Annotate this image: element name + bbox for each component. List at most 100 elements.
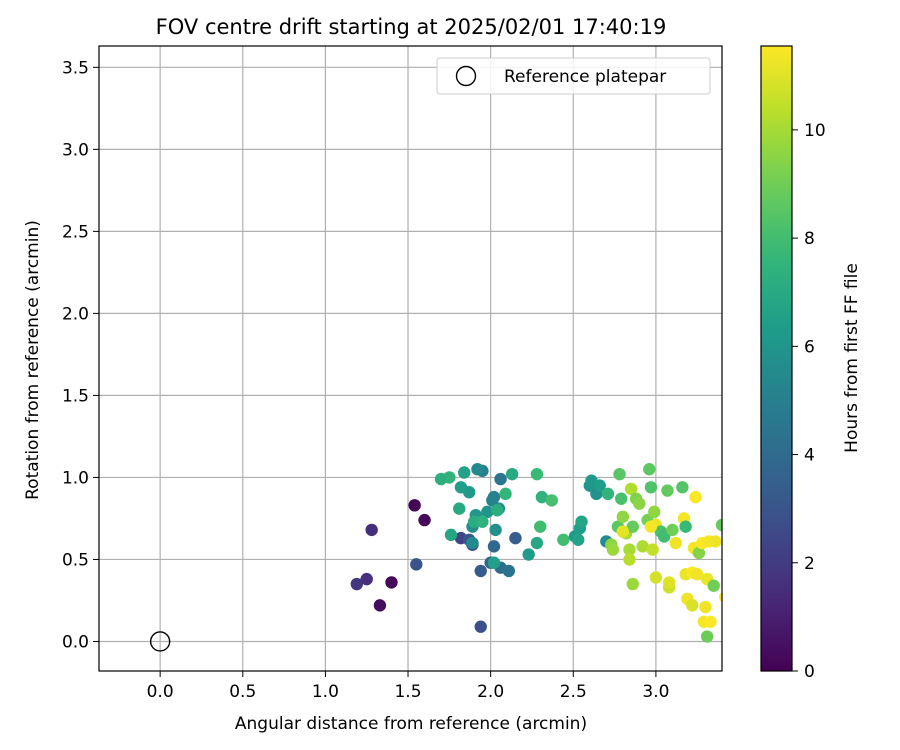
data-point [545, 494, 558, 507]
data-point [616, 510, 630, 524]
data-point [350, 577, 363, 591]
data-point [614, 492, 628, 505]
data-point [699, 600, 712, 614]
data-point [360, 572, 373, 586]
x-tick-label: 3.0 [642, 682, 669, 702]
data-point [606, 543, 620, 556]
data-point [719, 591, 722, 603]
data-point [623, 543, 636, 556]
data-point [373, 599, 387, 612]
y-tick-label: 0.0 [62, 632, 89, 652]
data-point [624, 482, 638, 496]
y-tick-label: 1.5 [62, 386, 89, 406]
x-tick-label: 1.0 [312, 682, 339, 702]
data-point [626, 577, 639, 591]
data-point [646, 543, 659, 556]
colorbar-gradient [760, 45, 793, 672]
data-point [454, 481, 468, 494]
data-point [633, 497, 646, 510]
scatter-points [149, 463, 722, 652]
data-point [676, 481, 689, 494]
data-point [709, 535, 722, 548]
data-point [476, 515, 489, 528]
data-point [385, 576, 398, 589]
data-point [466, 536, 479, 550]
data-point [474, 620, 487, 633]
legend-box [436, 57, 711, 95]
y-tick-label: 3.5 [62, 58, 89, 78]
legend-reference-marker [455, 65, 477, 87]
data-point [686, 599, 699, 612]
colorbar-tick-label: 4 [804, 446, 815, 466]
data-point [408, 499, 421, 512]
data-point [657, 530, 671, 543]
y-axis-label: Rotation from reference (arcmin) [23, 220, 43, 500]
data-point [534, 520, 547, 533]
y-tick-label: 3.0 [62, 140, 89, 160]
data-point [662, 576, 676, 589]
data-point [471, 463, 484, 476]
data-point [530, 536, 544, 550]
x-tick-label: 1.5 [394, 682, 421, 702]
data-point [704, 615, 717, 628]
data-point [530, 467, 544, 481]
legend-entry-reference: Reference platepar [504, 67, 666, 87]
data-point [669, 536, 682, 550]
data-point [593, 479, 606, 492]
data-point [499, 487, 512, 501]
y-tick-label: 2.5 [62, 222, 89, 242]
data-point [689, 490, 702, 504]
reference-platepar-marker [149, 631, 171, 652]
chart-title: FOV centre drift starting at 2025/02/01 … [156, 15, 667, 39]
data-point [572, 533, 585, 546]
axes: 0.0 0.5 1.0 1.5 2.0 2.5 3.0 0.0 0.5 1.0 1.5 2.0 2.5 3… [62, 45, 723, 702]
data-point [601, 487, 615, 501]
colorbar-tick-label: 0 [804, 662, 815, 682]
data-point [700, 630, 714, 643]
y-tick-label: 0.5 [62, 550, 89, 570]
data-point [535, 490, 549, 504]
data-point [636, 540, 649, 553]
data-point [489, 523, 502, 537]
data-point [487, 540, 501, 553]
data-point [505, 467, 519, 481]
data-point [644, 481, 658, 494]
colorbar-tick-label: 2 [804, 554, 815, 574]
data-point [679, 520, 692, 533]
data-point [509, 531, 522, 545]
data-point [557, 533, 570, 546]
x-axis-label: Angular distance from reference (arcmin) [235, 714, 587, 734]
data-point [643, 463, 656, 476]
data-point [613, 467, 626, 481]
data-point [648, 505, 661, 519]
data-point [474, 564, 487, 578]
data-point [691, 568, 704, 581]
data-point [575, 515, 588, 528]
data-point [453, 502, 466, 515]
data-point [491, 504, 504, 517]
data-point [458, 466, 471, 479]
y-tick-label: 1.0 [62, 468, 89, 488]
data-point [666, 523, 679, 537]
data-point [623, 553, 636, 566]
legend: Reference platepar [436, 57, 711, 95]
data-point [418, 513, 431, 527]
data-point [502, 564, 516, 578]
data-point [481, 505, 494, 519]
data-point [644, 520, 658, 533]
grid-lines [99, 46, 722, 671]
data-point [626, 520, 639, 533]
data-point [487, 556, 501, 569]
x-tick-label: 0.5 [229, 682, 256, 702]
colorbar-tick-label: 8 [804, 229, 815, 249]
x-tick-label: 2.5 [560, 682, 587, 702]
data-point [365, 523, 378, 537]
colorbar-tick-label: 10 [804, 121, 826, 141]
colorbar-label: Hours from first FF file [842, 263, 862, 453]
x-tick-label: 0.0 [147, 682, 174, 702]
data-point [616, 525, 630, 538]
colorbar-tick-label: 6 [804, 337, 815, 357]
colorbar: 0 2 4 6 8 10 [760, 45, 826, 682]
x-tick-label: 2.0 [477, 682, 504, 702]
